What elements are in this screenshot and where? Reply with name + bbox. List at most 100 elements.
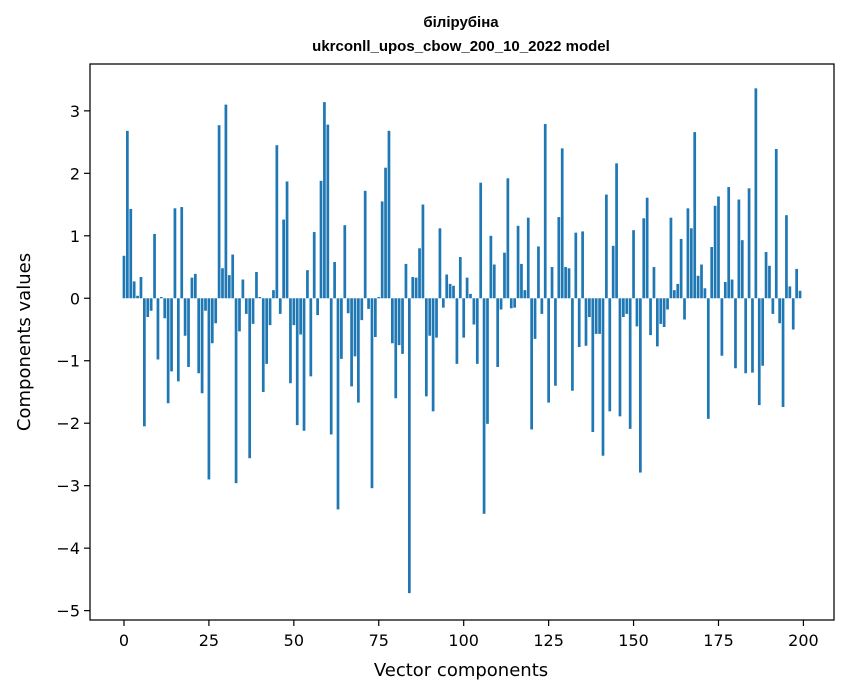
bar [227, 275, 231, 299]
bar [159, 297, 163, 299]
bar [173, 208, 177, 299]
bar [683, 298, 686, 320]
bar [513, 298, 517, 308]
bar [492, 264, 496, 299]
bar [289, 298, 292, 384]
bar [503, 252, 506, 299]
bar [676, 283, 680, 299]
bar [302, 298, 306, 431]
bar [319, 180, 323, 299]
y-tick-label: −3 [56, 477, 80, 496]
bar [374, 298, 377, 337]
x-tick-label: 75 [369, 631, 389, 650]
bar [414, 277, 418, 299]
bar [377, 297, 381, 299]
bar [720, 298, 724, 356]
bar [598, 298, 601, 334]
bar [547, 298, 550, 403]
y-axis-label: Components values [14, 253, 35, 431]
bar [316, 298, 319, 316]
bar [472, 298, 476, 325]
bar [516, 225, 520, 299]
bar [550, 267, 554, 299]
bar [204, 298, 207, 311]
bar [180, 207, 184, 299]
bar [126, 130, 129, 299]
bar [465, 277, 469, 299]
bar [635, 298, 639, 327]
bar [791, 298, 795, 330]
bar [340, 298, 343, 359]
bar [261, 298, 265, 392]
bar [757, 298, 761, 406]
bar [207, 298, 211, 480]
bar [560, 148, 564, 299]
bar [424, 298, 428, 397]
bar [197, 298, 201, 374]
bar [163, 298, 167, 319]
bar [149, 298, 153, 311]
bar [404, 263, 408, 299]
bar [292, 298, 296, 326]
bar [625, 298, 629, 314]
bar [122, 255, 126, 299]
bar [795, 268, 798, 299]
bar [588, 298, 591, 318]
x-tick-label: 100 [448, 631, 479, 650]
bar [649, 298, 652, 336]
y-tick-label: −4 [56, 539, 80, 558]
bar [744, 298, 748, 374]
bar [645, 197, 649, 299]
bar [299, 298, 302, 335]
bar [224, 104, 228, 299]
x-tick-label: 150 [618, 631, 649, 650]
bar [265, 298, 269, 364]
bar [139, 277, 143, 299]
bar [251, 298, 255, 324]
bar [581, 231, 584, 299]
bar [445, 274, 449, 299]
bar [754, 88, 758, 299]
bar [659, 298, 663, 324]
bar [778, 298, 781, 324]
bar [234, 298, 238, 484]
bar [129, 208, 133, 299]
bar [482, 298, 486, 514]
bar [577, 298, 581, 347]
bar [156, 298, 160, 360]
bar [268, 298, 272, 326]
bar [333, 262, 336, 299]
bar [238, 298, 241, 332]
bar [200, 298, 204, 394]
bar [441, 298, 445, 308]
bar [706, 298, 710, 419]
y-tick-label: −1 [56, 352, 80, 371]
bar [360, 298, 364, 321]
bar [448, 283, 452, 299]
y-tick-label: 0 [70, 289, 80, 308]
bar [723, 282, 727, 299]
bar [326, 124, 330, 299]
bar [431, 298, 435, 412]
plot-frame [89, 63, 835, 621]
bar [411, 277, 415, 299]
bar [435, 298, 438, 338]
bar [689, 228, 693, 299]
bar [312, 232, 316, 299]
bar [761, 298, 765, 366]
bar [693, 132, 697, 299]
bar [730, 279, 734, 299]
y-axis-ticks: −5 −4 −3 −2 −1 0 1 2 3 [56, 102, 90, 621]
bars-group [122, 88, 802, 594]
bar [438, 228, 442, 299]
bar [275, 145, 279, 299]
bar [193, 273, 197, 299]
bar [479, 182, 483, 299]
bar [771, 298, 775, 314]
bar [486, 298, 489, 424]
bar [622, 298, 625, 318]
bar [788, 286, 792, 299]
bar [357, 298, 360, 403]
bar [564, 267, 567, 299]
